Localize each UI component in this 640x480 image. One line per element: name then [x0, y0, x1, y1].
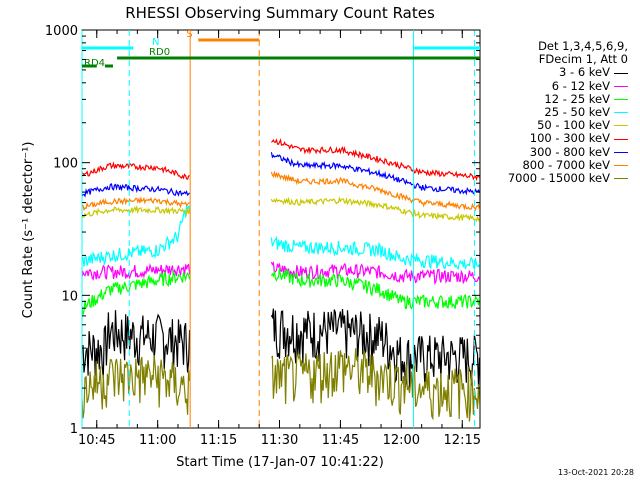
plot-content: N S RD0 RD4 1 10 100 1000 10:45 11:00 11:15 11:30 11… [45, 24, 481, 448]
legend-label: 50 - 100 keV [537, 118, 610, 133]
series-line-4-pre [81, 205, 191, 267]
legend-entry-3: 12 - 25 keV [508, 91, 628, 106]
x-axis-label: Start Time (17-Jan-07 10:41:22) [176, 455, 384, 470]
legend-entry-1: 3 - 6 keV [508, 66, 628, 79]
overlay-label-rd4: RD4 [84, 58, 105, 69]
legend-swatch [614, 98, 628, 100]
legend-label: 300 - 800 keV [529, 144, 610, 159]
series-line-5-post [270, 196, 481, 223]
legend-entry-4: 25 - 50 keV [508, 105, 628, 120]
legend-header-line-1: Det 1,3,4,5,6,9, [538, 39, 628, 53]
x-tick-label-11:45: 11:45 [322, 433, 359, 448]
legend-label: 7000 - 15000 keV [507, 171, 610, 186]
series-line-7-post [270, 152, 481, 196]
legend-label: 25 - 50 keV [544, 105, 610, 120]
footer-timestamp: 13-Oct-2021 20:28 [558, 468, 634, 477]
series-line-7-pre [81, 183, 191, 198]
legend-entry-9: 7000 - 15000 keV [507, 171, 628, 186]
series-line-3-post [270, 268, 481, 310]
chart-title: RHESSI Observing Summary Count Rates [125, 4, 435, 22]
series-line-1-pre [81, 310, 191, 379]
legend-header-line-2: FDecim 1, Att 0 [538, 52, 628, 67]
legend-label: 3 - 6 keV [559, 65, 610, 80]
x-tick-label-11:30: 11:30 [261, 433, 298, 448]
legend-label: 6 - 12 keV [551, 78, 610, 93]
series-line-6-pre [81, 161, 190, 180]
series-line-4-post [270, 236, 481, 271]
series-line-9-post [270, 348, 481, 422]
legend-swatch [614, 151, 628, 153]
y-tick-label-1: 1 [70, 422, 78, 437]
x-tick-label-11:15: 11:15 [200, 433, 237, 448]
legend-swatch [614, 112, 628, 114]
legend-label: 800 - 7000 keV [522, 157, 610, 172]
y-tick-label-10: 10 [61, 289, 78, 304]
legend-items: 3 - 6 keV 6 - 12 keV 12 - 25 keV 25 - 50 ke… [508, 66, 628, 185]
series-line-2-post [270, 261, 481, 285]
series-line-3-pre [81, 269, 191, 315]
legend-swatch [614, 125, 628, 127]
series-line-1-post [270, 308, 481, 388]
x-tick-label-10:45: 10:45 [78, 433, 115, 448]
legend-label: 12 - 25 keV [544, 91, 610, 106]
legend-entry-6: 100 - 300 keV [508, 132, 628, 145]
series-line-2-pre [81, 262, 191, 281]
legend-swatch [614, 72, 628, 74]
y-axis-label: Count Rate (s⁻¹ detector⁻¹) [21, 142, 36, 319]
legend-label: 100 - 300 keV [529, 131, 610, 146]
y-tick-label-100: 100 [53, 157, 78, 172]
overlay-label-n: N [152, 37, 159, 48]
overlay-label-rd0: RD0 [149, 47, 170, 58]
legend-swatch [614, 138, 628, 140]
legend: Det 1,3,4,5,6,9, FDecim 1, Att 0 3 - 6 k… [508, 39, 628, 185]
series-line-8-pre [81, 196, 190, 212]
series-line-5-pre [81, 204, 191, 219]
x-tick-label-11:00: 11:00 [139, 433, 176, 448]
series-line-8-post [270, 170, 481, 212]
legend-entry-2: 6 - 12 keV [508, 78, 628, 93]
legend-swatch [614, 85, 628, 87]
x-tick-label-12:00: 12:00 [383, 433, 420, 448]
legend-entry-5: 50 - 100 keV [508, 119, 628, 132]
series-line-9-pre [81, 355, 191, 419]
overlay-label-s: S [186, 29, 192, 40]
series-line-6-post [271, 138, 481, 182]
y-tick-label-1000: 1000 [45, 24, 78, 39]
legend-swatch [614, 164, 628, 166]
legend-swatch [614, 178, 628, 180]
x-tick-label-12:15: 12:15 [444, 433, 481, 448]
legend-entry-7: 300 - 800 keV [508, 144, 628, 159]
legend-entry-8: 800 - 7000 keV [508, 157, 628, 172]
